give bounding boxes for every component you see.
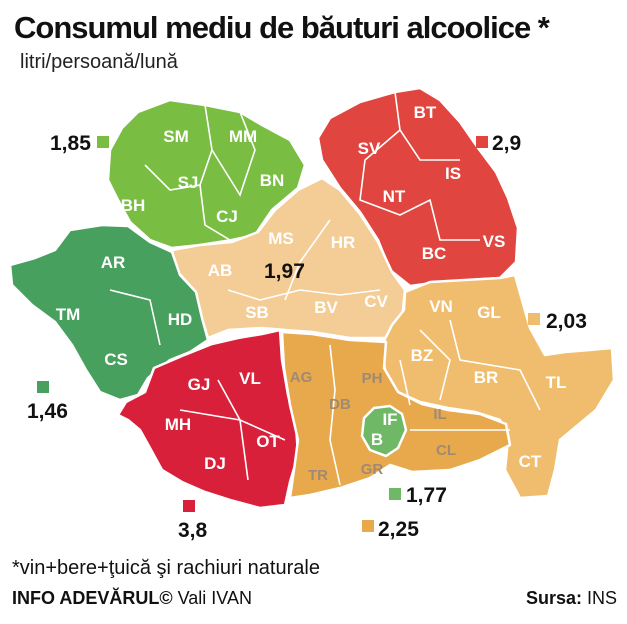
source-value: INS [586,588,617,608]
legend-square-sw [183,500,195,512]
credit: INFO ADEVĂRUL© Vali IVAN [12,588,252,609]
county-ab: AB [208,261,233,280]
credit-author: Vali IVAN [177,588,252,608]
legend-square-se [528,313,540,325]
county-cl: CL [436,442,456,459]
county-mh: MH [165,415,191,434]
county-sv: SV [358,139,381,158]
map-subtitle: litri/persoană/lună [20,51,178,73]
map-title: Consumul mediu de băuturi alcoolice * [14,10,550,45]
county-bn: BN [260,171,285,190]
county-tl: TL [546,373,567,392]
county-bv: BV [314,298,338,317]
legend-square-bucharest [389,488,401,500]
county-nt: NT [383,187,406,206]
region-west [8,223,210,402]
county-dj: DJ [204,454,226,473]
footnote: *vin+bere+ţuică şi rachiuri naturale [12,557,320,579]
county-tr: TR [308,467,328,484]
region-ne [316,86,520,288]
region-bucharest [360,404,408,458]
value-ne: 2,9 [492,132,521,155]
county-ct: CT [519,452,542,471]
county-cv: CV [364,292,388,311]
county-b: B [371,430,383,449]
county-if: IF [382,410,397,429]
county-cs: CS [104,350,128,369]
legend-square-south [362,520,374,532]
value-nw: 1,85 [50,132,91,155]
value-west: 1,46 [27,400,68,423]
county-gj: GJ [188,375,211,394]
county-bt: BT [414,103,437,122]
county-mm: MM [229,127,257,146]
value-south: 2,25 [378,518,419,541]
county-ag: AG [290,369,313,386]
county-tm: TM [56,305,81,324]
county-bc: BC [422,244,447,263]
county-ms: MS [268,229,294,248]
value-bucharest: 1,77 [406,484,447,507]
legend-square-ne [476,136,488,148]
county-sm: SM [163,127,189,146]
county-vs: VS [483,232,506,251]
county-ot: OT [256,432,280,451]
county-gr: GR [361,461,384,478]
county-ar: AR [101,253,126,272]
county-bh: BH [121,196,146,215]
county-sb: SB [245,303,269,322]
county-hd: HD [168,310,193,329]
value-sw: 3,8 [178,519,208,542]
county-vl: VL [239,369,261,388]
county-br: BR [474,368,499,387]
county-is: IS [445,164,461,183]
county-hr: HR [331,233,356,252]
legend-square-nw [97,136,109,148]
county-sj: SJ [178,173,199,192]
region-sw [116,328,300,510]
county-il: IL [433,406,446,423]
county-ph: PH [362,370,383,387]
county-vn: VN [429,297,453,316]
value-center: 1,97 [264,260,305,283]
legend-square-west [37,381,49,393]
county-db: DB [329,396,351,413]
credit-brand: INFO ADEVĂRUL© [12,588,173,608]
source: Sursa: INS [526,588,617,609]
source-label: Sursa: [525,588,582,608]
county-bz: BZ [411,346,434,365]
value-se: 2,03 [546,310,587,333]
county-gl: GL [477,303,501,322]
county-cj: CJ [216,207,238,226]
